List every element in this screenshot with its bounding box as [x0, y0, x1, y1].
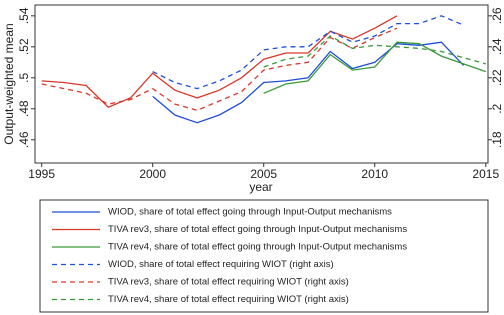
y2-tick-label: .2	[490, 103, 504, 113]
legend-label: WIOD, share of total effect requiring WI…	[108, 259, 334, 270]
x-axis-label: year	[249, 180, 272, 194]
y-axis-label: Output-weighted mean	[2, 23, 16, 144]
series-line	[152, 15, 464, 90]
legend-label: TIVA rev4, share of total effect going t…	[108, 242, 407, 253]
y2-tick-label: .24	[490, 38, 504, 55]
x-tick-label: 2015	[472, 167, 499, 181]
legend-label: TIVA rev4, share of total effect requiri…	[108, 294, 349, 305]
x-tick-label: 1995	[28, 167, 55, 181]
y-tick-label: .5	[17, 72, 31, 82]
legend: WIOD, share of total effect going throug…	[52, 207, 407, 305]
x-tick-label: 2005	[250, 167, 277, 181]
y2-tick-label: .26	[490, 7, 504, 24]
series-line	[263, 35, 486, 68]
legend-label: TIVA rev3, share of total effect requiri…	[108, 277, 349, 288]
series-line	[152, 41, 465, 124]
x-tick-label: 2000	[139, 167, 166, 181]
x-tick-label: 2010	[361, 167, 388, 181]
plot-frame	[34, 4, 489, 164]
legend-label: WIOD, share of total effect going throug…	[108, 207, 392, 218]
y-tick-label: .46	[17, 131, 31, 148]
y2-tick-label: .18	[490, 131, 504, 148]
legend-label: TIVA rev3, share of total effect going t…	[108, 224, 407, 235]
series-line	[41, 27, 398, 111]
series-line	[263, 41, 487, 94]
y-tick-label: .54	[17, 7, 31, 24]
y-tick-label: .52	[17, 38, 31, 55]
y-tick-label: .48	[17, 100, 31, 117]
y2-tick-label: .22	[490, 69, 504, 86]
series-line	[41, 15, 398, 108]
legend-box	[39, 199, 489, 313]
